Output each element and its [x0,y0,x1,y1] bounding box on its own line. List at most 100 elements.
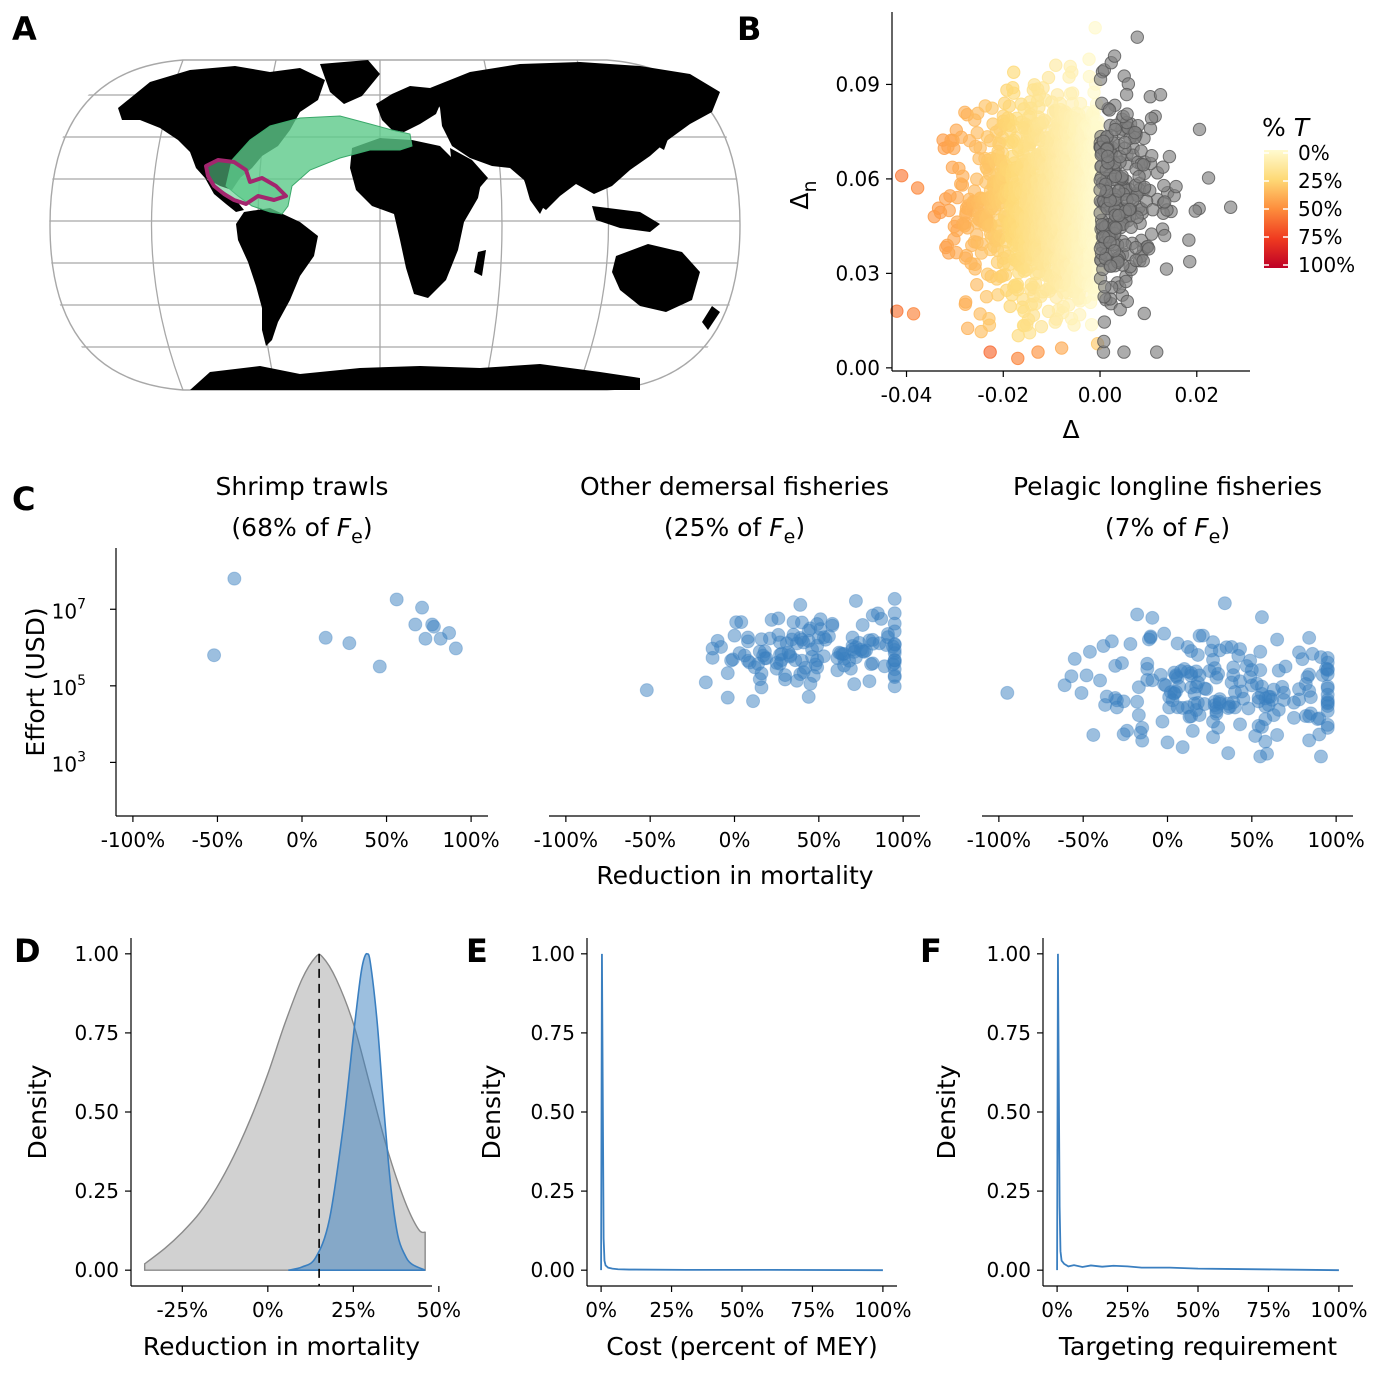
c-point [1162,690,1177,705]
b-point [1093,241,1108,256]
y-tick-label: 0.75 [74,1021,119,1045]
x-tick-label: -25% [156,1298,208,1322]
c-point [874,611,889,626]
c-point [639,683,654,698]
c-x-tick-label: 0% [1152,828,1184,852]
b-point [1122,202,1137,217]
c-point [318,630,333,645]
x-axis-title: Targeting requirement [1058,1332,1337,1361]
c-point [342,636,357,651]
c-point [1123,637,1138,652]
c-point [1114,656,1129,671]
b-point [1157,178,1171,193]
b-point [960,321,975,336]
b-point [1143,121,1158,136]
c-point [1180,640,1195,655]
c-x-tick-label: -100% [101,828,165,852]
c-point [1135,733,1150,748]
b-point [1101,149,1115,164]
c-point [1190,647,1205,662]
c-y-tick-label: 105 [52,673,86,700]
c-point [845,630,860,645]
c-point [1302,733,1317,748]
b-point [1054,341,1069,355]
c-point [1140,656,1155,671]
b-legend-label: 75% [1298,225,1342,249]
b-x-tick-label: -0.04 [881,383,933,407]
b-point [1137,306,1151,321]
x-tick-label: 50% [1176,1298,1220,1322]
c-point [442,625,457,640]
y-tick-label: 0.25 [74,1179,119,1203]
c-point [1263,689,1278,704]
b-point [1157,228,1172,243]
b-legend-label: 100% [1298,253,1355,277]
c-point [1221,746,1236,761]
b-point [1011,351,1025,366]
c-point [1180,664,1195,679]
y-tick-label: 0.75 [530,1021,575,1045]
c-point [426,619,441,634]
b-x-tick-label: 0.02 [1175,383,1220,407]
y-axis-title: Density [23,1064,52,1159]
panel-f-density: 0% 25% 50% 75% 100% 0.00 0.25 0.50 0.75 1.00 Targe… [932,938,1368,1361]
b-point [1067,318,1081,332]
b-point [1073,96,1088,111]
c-point [1192,628,1207,643]
x-axis-title: Reduction in mortality [143,1332,420,1361]
c-facet-title: Other demersal fisheries [580,472,889,501]
c-point [864,657,879,672]
b-point [1169,179,1183,194]
c-point [1131,708,1146,723]
c-point [859,643,874,658]
c-point [1320,655,1335,670]
c-point [389,592,404,607]
y-tick-label: 0.50 [530,1100,575,1124]
c-point [1140,672,1155,687]
x-tick-label: 25% [649,1298,693,1322]
b-y-axis-title-main: Δ [785,192,814,209]
b-point [1108,169,1123,183]
c-y-tick-base: 10 [52,676,77,700]
c-point [862,674,877,689]
b-point [1188,204,1202,218]
c-facet-title: Shrimp trawls [216,472,389,501]
b-point [979,290,994,304]
y-axis-title: Density [477,1064,506,1159]
panel-label-f: F [920,932,942,970]
d-density-blue [288,952,426,1271]
b-point [1107,49,1122,63]
b-point [1084,317,1099,332]
b-point [1095,217,1109,232]
y-tick-label: 0.25 [986,1179,1031,1203]
b-point [1108,122,1122,137]
c-point [1312,711,1327,726]
c-x-tick-label: 100% [1308,828,1365,852]
c-facet-subtitle: (25% of Fe) [664,513,805,548]
b-point [1093,183,1107,197]
c-point [1243,653,1258,668]
c-point [737,648,752,663]
b-point [1109,221,1123,235]
b-y-tick-label: 0.06 [835,167,880,191]
c-y-tick-exp: 3 [77,749,86,765]
b-point [1124,220,1138,234]
c-x-tick-label: 0% [719,828,751,852]
c-point [418,631,433,646]
c-point [1313,749,1328,764]
b-point [1201,171,1216,185]
c-point [1227,685,1242,700]
c-point [1190,675,1205,690]
b-point [1158,195,1172,209]
b-point [1034,319,1049,334]
b-point [1097,315,1112,329]
c-point [1057,678,1072,693]
c-x-tick-label: -100% [967,828,1031,852]
c-point [1251,690,1266,705]
b-point [1132,169,1146,184]
c-point [415,600,430,615]
y-tick-label: 0.25 [530,1179,575,1203]
b-y-tick-label: 0.09 [835,72,880,96]
c-x-tick-label: 100% [442,828,499,852]
c-point [1221,701,1236,716]
